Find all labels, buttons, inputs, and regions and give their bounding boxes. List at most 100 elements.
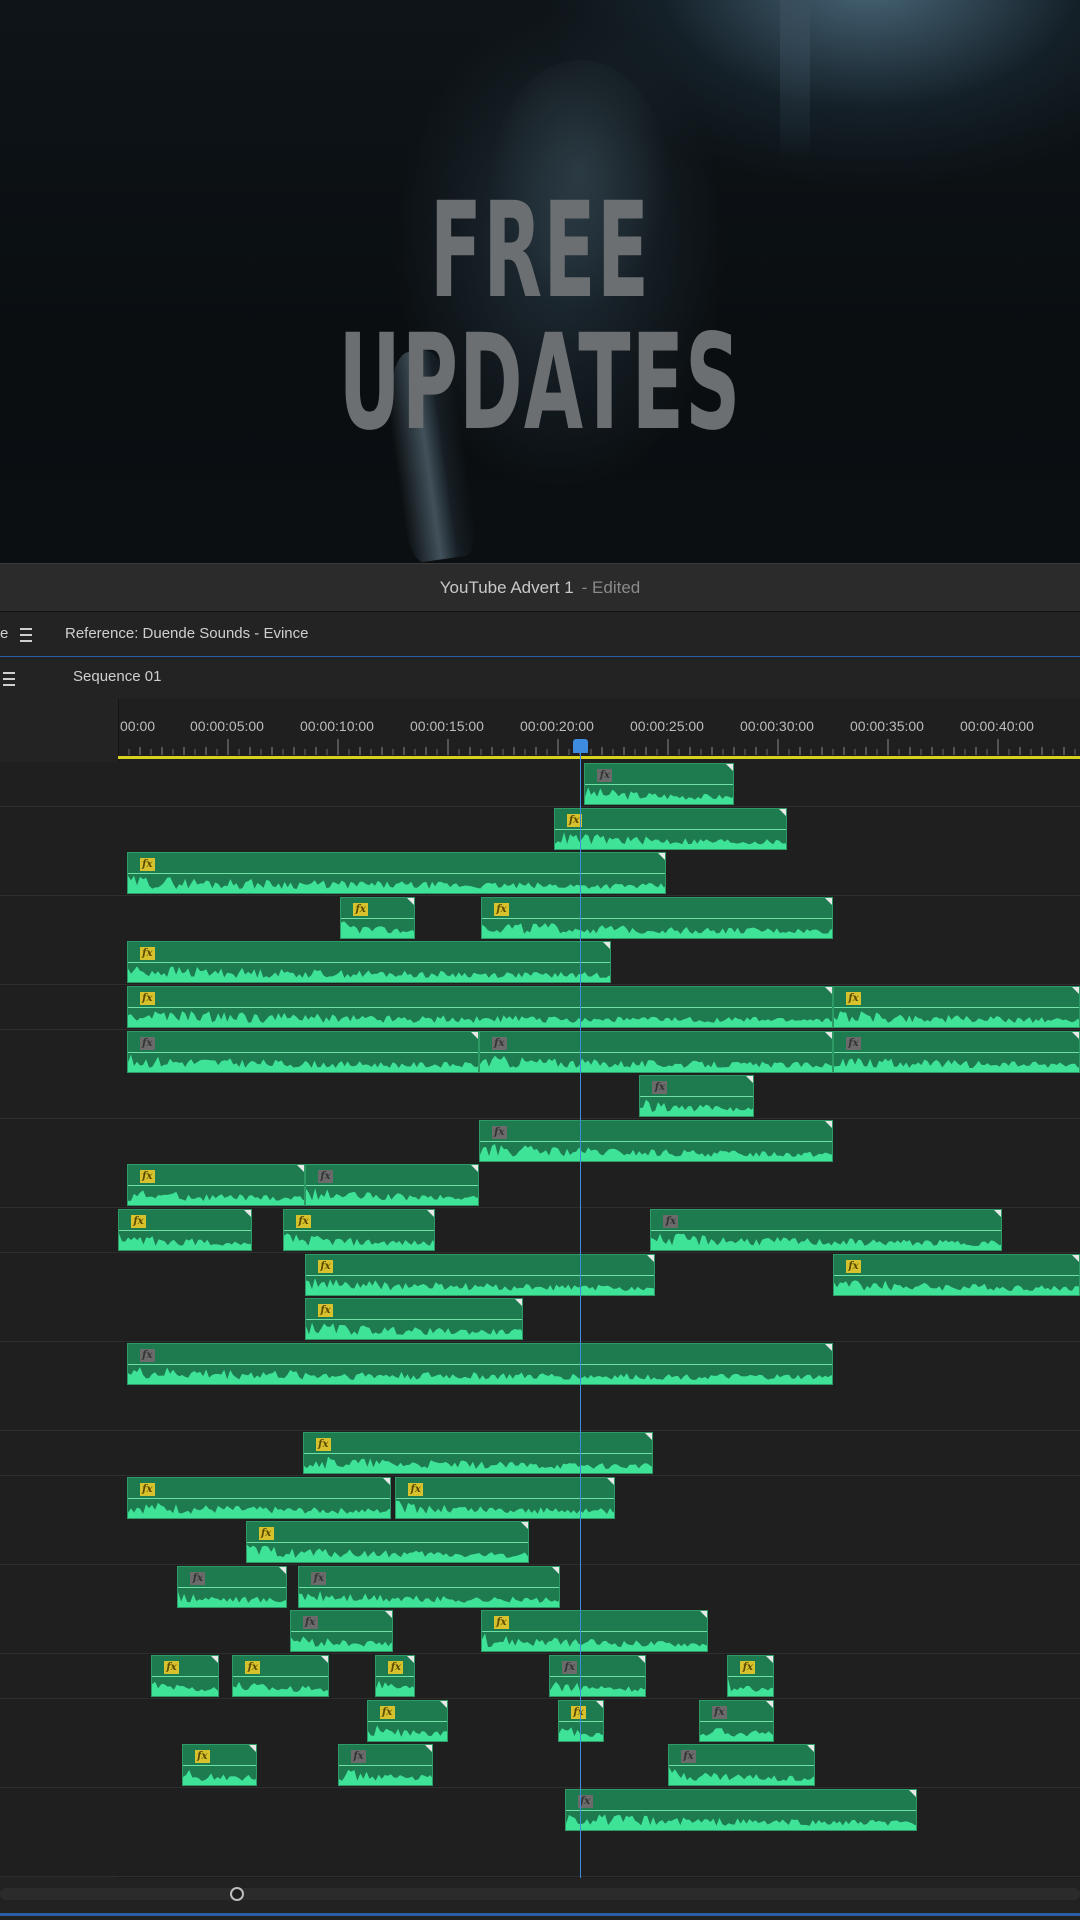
fx-badge-icon[interactable]: fx (388, 1661, 404, 1674)
fx-badge-icon[interactable]: fx (315, 1438, 331, 1451)
audio-clip[interactable]: fx (289, 1610, 393, 1653)
audio-clip[interactable]: fx (564, 1788, 917, 1831)
fx-badge-icon[interactable]: fx (139, 1482, 155, 1496)
audio-clip[interactable]: fx (549, 1655, 646, 1697)
fx-badge-icon[interactable]: fx (318, 1304, 333, 1318)
timeline-scrollbar[interactable] (0, 1878, 1080, 1920)
fx-badge-inactive-icon[interactable]: fx (139, 1348, 155, 1362)
audio-clip[interactable]: fx (727, 1655, 774, 1697)
fx-badge-inactive-icon[interactable]: fx (562, 1661, 578, 1674)
audio-track-row[interactable]: fx fx fx (0, 1208, 1080, 1253)
audio-clip[interactable]: fx (650, 1209, 1003, 1251)
audio-track-row[interactable]: fx (0, 1074, 1080, 1120)
sequence-menu-icon[interactable] (3, 672, 15, 686)
audio-track-row[interactable]: fx fx (0, 985, 1080, 1030)
fx-badge-inactive-icon[interactable]: fx (577, 1794, 593, 1808)
audio-track-row[interactable]: fx (0, 940, 1080, 986)
audio-track-row[interactable]: fx (0, 1297, 1080, 1343)
fx-badge-icon[interactable]: fx (353, 902, 369, 916)
fx-badge-icon[interactable]: fx (258, 1527, 274, 1541)
fx-badge-icon[interactable]: fx (194, 1750, 210, 1764)
audio-track-row[interactable]: fx (0, 1431, 1080, 1476)
audio-track-row[interactable]: fx (0, 1520, 1080, 1566)
audio-track-row[interactable]: fx fx (0, 1609, 1080, 1655)
audio-clip[interactable]: fx (553, 807, 787, 850)
audio-track-row[interactable]: fx (0, 1118, 1080, 1164)
audio-clip[interactable]: fx (558, 1699, 605, 1742)
fx-badge-inactive-icon[interactable]: fx (302, 1616, 318, 1630)
fx-badge-inactive-icon[interactable]: fx (318, 1170, 333, 1184)
audio-clip[interactable]: fx (340, 896, 415, 939)
audio-track-row[interactable]: fx fx fx fx fx (0, 1654, 1080, 1699)
audio-clip[interactable]: fx (698, 1699, 774, 1742)
panel-menu-icon[interactable] (20, 628, 32, 642)
fx-badge-icon[interactable]: fx (139, 858, 155, 872)
fx-badge-icon[interactable]: fx (131, 1215, 146, 1228)
audio-clip[interactable]: fx (305, 1164, 479, 1207)
audio-clip[interactable]: fx (639, 1075, 754, 1118)
scroll-track[interactable] (0, 1888, 1080, 1900)
audio-clip[interactable]: fx (833, 1253, 1080, 1296)
fx-badge-inactive-icon[interactable]: fx (491, 1125, 507, 1139)
fx-badge-icon[interactable]: fx (846, 992, 861, 1005)
audio-clip[interactable]: fx (298, 1565, 561, 1608)
audio-clip[interactable]: fx (245, 1521, 530, 1564)
fx-badge-icon[interactable]: fx (408, 1482, 424, 1496)
fx-badge-icon[interactable]: fx (494, 902, 509, 916)
audio-clip[interactable]: fx (395, 1476, 616, 1519)
sequence-tab[interactable]: Sequence 01 (73, 668, 162, 685)
audio-track-row[interactable]: fx (0, 762, 1080, 807)
audio-track-row[interactable]: fx fx (0, 895, 1080, 941)
fx-badge-icon[interactable]: fx (164, 1661, 179, 1674)
fx-badge-inactive-icon[interactable]: fx (491, 1036, 507, 1050)
fx-badge-inactive-icon[interactable]: fx (846, 1036, 861, 1050)
fx-badge-icon[interactable]: fx (571, 1705, 586, 1719)
audio-clip[interactable]: fx (126, 1030, 479, 1073)
audio-track-row[interactable]: fx fx (0, 1252, 1080, 1298)
fx-badge-inactive-icon[interactable]: fx (681, 1750, 696, 1764)
audio-clip[interactable]: fx (126, 1342, 833, 1385)
audio-clip[interactable]: fx (478, 1030, 833, 1073)
zoom-handle[interactable] (230, 1887, 244, 1901)
audio-clip[interactable]: fx (478, 1119, 833, 1162)
audio-clip[interactable]: fx (481, 896, 833, 939)
audio-track-row[interactable]: fx (0, 1787, 1080, 1833)
audio-clip[interactable]: fx (481, 1610, 708, 1653)
audio-track-row[interactable] (0, 1832, 1080, 1878)
audio-track-row[interactable]: fx (0, 851, 1080, 897)
fx-badge-icon[interactable]: fx (318, 1259, 333, 1273)
audio-track-row[interactable]: fx fx (0, 1475, 1080, 1521)
audio-clip[interactable]: fx (833, 986, 1080, 1028)
audio-clip[interactable]: fx (126, 1476, 391, 1519)
audio-clip[interactable]: fx (177, 1565, 288, 1608)
fx-badge-icon[interactable]: fx (566, 813, 582, 827)
audio-clip[interactable]: fx (126, 1164, 305, 1207)
audio-clip[interactable]: fx (305, 1298, 523, 1341)
work-area-bar[interactable] (118, 756, 1080, 759)
fx-badge-icon[interactable]: fx (139, 1170, 155, 1184)
fx-badge-icon[interactable]: fx (740, 1661, 756, 1674)
fx-badge-inactive-icon[interactable]: fx (597, 769, 613, 782)
audio-clip[interactable]: fx (283, 1209, 435, 1251)
fx-badge-inactive-icon[interactable]: fx (190, 1571, 206, 1585)
audio-track-row[interactable]: fx fx fx (0, 1698, 1080, 1744)
audio-clip[interactable]: fx (118, 1209, 253, 1251)
audio-clip[interactable]: fx (668, 1744, 816, 1787)
audio-track-row[interactable]: fx fx (0, 1163, 1080, 1209)
fx-badge-inactive-icon[interactable]: fx (139, 1036, 155, 1050)
audio-clip[interactable]: fx (305, 1253, 655, 1296)
fx-badge-inactive-icon[interactable]: fx (663, 1215, 679, 1228)
fx-badge-inactive-icon[interactable]: fx (351, 1750, 366, 1764)
audio-track-row[interactable]: fx fx (0, 1564, 1080, 1610)
fx-badge-icon[interactable]: fx (245, 1661, 261, 1674)
audio-clip[interactable]: fx (366, 1699, 448, 1742)
audio-clip[interactable]: fx (375, 1655, 415, 1697)
playhead-handle[interactable] (573, 739, 588, 753)
fx-badge-inactive-icon[interactable]: fx (711, 1705, 727, 1719)
audio-clip[interactable]: fx (833, 1030, 1080, 1073)
audio-clip[interactable]: fx (232, 1655, 330, 1697)
fx-badge-inactive-icon[interactable]: fx (652, 1081, 668, 1095)
audio-clip[interactable]: fx (151, 1655, 220, 1697)
audio-clip[interactable]: fx (181, 1744, 257, 1787)
audio-track-row[interactable]: fx (0, 806, 1080, 852)
